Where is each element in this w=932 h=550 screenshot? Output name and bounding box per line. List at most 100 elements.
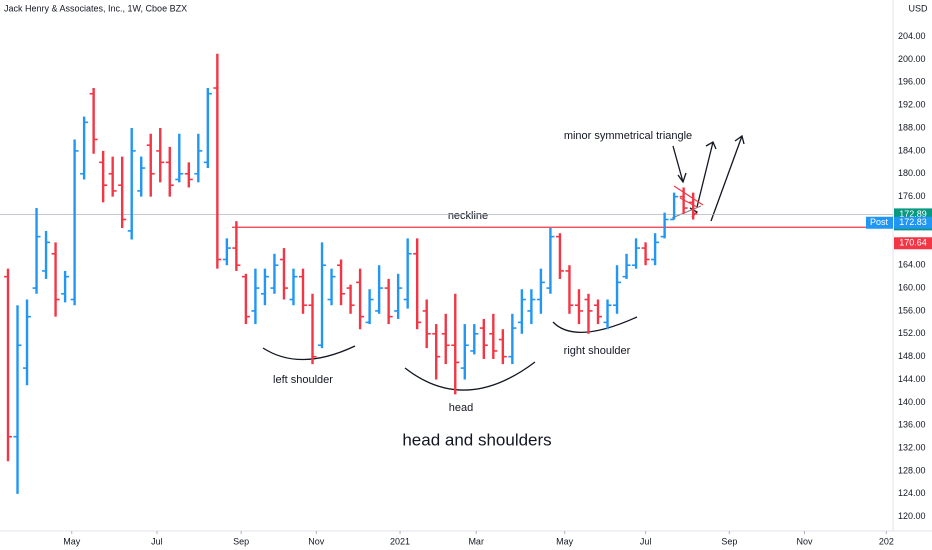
breakout-arrow-2	[710, 134, 745, 222]
y-tick-label: 192.00	[898, 100, 926, 110]
head-label: head	[449, 402, 473, 414]
x-tick-label: Jul	[640, 536, 652, 546]
ohlc-bar	[422, 299, 431, 349]
x-tick-label: Nov	[308, 536, 325, 546]
ohlc-bar	[251, 268, 260, 325]
ohlc-bar	[527, 289, 536, 325]
ohlc-bar	[3, 268, 12, 462]
ohlc-bar	[622, 253, 631, 279]
x-tick-label: Mar	[468, 536, 484, 546]
left-shoulder-curve	[262, 345, 356, 361]
ohlc-bar	[536, 268, 545, 314]
ohlc-bar	[184, 162, 193, 188]
ohlc-bar	[565, 265, 574, 314]
ohlc-bar	[241, 273, 250, 325]
ohlc-bar	[137, 156, 146, 197]
ohlc-bar	[651, 233, 660, 266]
ohlc-bar	[679, 187, 688, 214]
ohlc-bar	[613, 265, 622, 314]
ohlc-bar	[660, 212, 669, 239]
ohlc-bar	[346, 284, 355, 314]
ohlc-bar	[175, 133, 184, 183]
ohlc-bar	[194, 133, 203, 183]
y-tick-label: 156.00	[898, 305, 926, 315]
ohlc-bar	[593, 299, 602, 325]
ohlc-bar	[165, 146, 174, 197]
ohlc-bar	[99, 150, 108, 203]
ohlc-bar	[232, 221, 241, 271]
y-tick-label: 128.00	[898, 465, 926, 475]
y-tick-label: 176.00	[898, 191, 926, 201]
right-shoulder-label: right shoulder	[564, 345, 631, 357]
ohlc-bar	[146, 133, 155, 197]
x-tick-label: May	[63, 536, 81, 546]
x-tick-label: Sep	[233, 536, 249, 546]
ohlc-bar	[32, 208, 41, 294]
x-tick-label: Sep	[721, 536, 737, 546]
x-tick-label: Nov	[796, 536, 813, 546]
ohlc-bar	[279, 248, 288, 300]
y-tick-label: 124.00	[898, 488, 926, 498]
ohlc-bar	[451, 293, 460, 395]
ohlc-bar	[470, 324, 479, 355]
y-tick-label: 144.00	[898, 374, 926, 384]
y-tick-label: 148.00	[898, 351, 926, 361]
ohlc-bar	[213, 53, 222, 269]
y-tick-label: 120.00	[898, 511, 926, 521]
x-tick-label: 202	[879, 536, 894, 546]
ohlc-bar	[441, 313, 450, 365]
right-shoulder-curve	[552, 316, 638, 333]
y-tick-label: 140.00	[898, 397, 926, 407]
ohlc-bar	[70, 139, 79, 306]
left-shoulder-label: left shoulder	[273, 374, 333, 386]
ohlc-bar	[403, 238, 412, 309]
y-tick-label: 204.00	[898, 31, 926, 41]
ohlc-bar	[508, 313, 517, 365]
ohlc-bar	[603, 299, 612, 330]
ohlc-bar	[394, 273, 403, 319]
ohlc-bar	[365, 289, 374, 325]
last-price-label: 172.89	[899, 209, 927, 219]
ohlc-bar	[356, 268, 365, 330]
ohlc-bar	[318, 242, 327, 349]
neckline-label: neckline	[448, 210, 488, 222]
post-tag	[866, 216, 893, 229]
ohlc-bar	[413, 238, 422, 330]
ohlc-bar	[327, 268, 336, 306]
y-tick-label: 200.00	[898, 54, 926, 64]
ohlc-bar	[42, 230, 51, 279]
ohlc-bar	[108, 156, 117, 197]
y-tick-label: 132.00	[898, 442, 926, 452]
x-tick-label: Jul	[151, 536, 163, 546]
y-tick-label: 188.00	[898, 122, 926, 132]
ohlc-bar	[670, 192, 679, 221]
y-tick-label: 184.00	[898, 145, 926, 155]
ohlc-bar	[289, 268, 298, 306]
chart-title: Jack Henry & Associates, Inc., 1W, Cboe …	[4, 3, 187, 13]
ohlc-bar	[337, 259, 346, 306]
ohlc-bar	[641, 242, 650, 266]
ohlc-bar	[517, 289, 526, 334]
ohlc-bar	[432, 324, 441, 380]
ohlc-bar	[203, 88, 212, 169]
ohlc-bar	[689, 192, 698, 220]
post-tag-label: Post	[870, 217, 889, 227]
post-price-tag	[894, 216, 932, 229]
ohlc-bar	[23, 299, 32, 386]
neckline-price-label: 170.64	[899, 238, 927, 248]
ohlc-bar	[479, 318, 488, 359]
ohlc-bar	[498, 329, 507, 365]
currency: USD	[908, 3, 928, 13]
neckline-tag	[894, 237, 932, 250]
triangle-label: minor symmetrical triangle	[564, 130, 692, 142]
y-tick-label: 180.00	[898, 168, 926, 178]
y-tick-label: 136.00	[898, 420, 926, 430]
post-price-label: 172.83	[899, 217, 927, 227]
ohlc-bar	[80, 116, 89, 180]
head-curve	[404, 361, 536, 391]
ohlc-bar	[384, 278, 393, 325]
ohlc-bar	[574, 289, 583, 325]
y-tick-label: 152.00	[898, 328, 926, 338]
